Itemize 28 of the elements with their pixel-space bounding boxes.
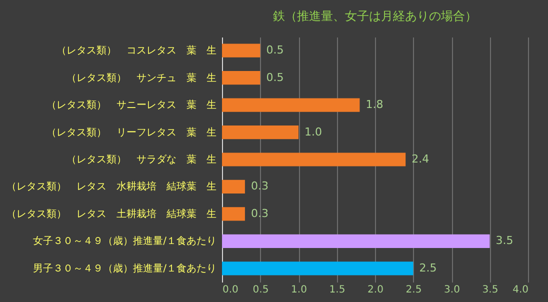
data-label: 2.4 xyxy=(412,152,430,166)
y-tick-label: （レタス類） サニーレタス 葉 生 xyxy=(46,99,216,112)
x-tick-label: 0.5 xyxy=(252,284,269,296)
x-tick-label: 2.0 xyxy=(368,284,384,296)
data-label: 0.5 xyxy=(266,44,284,57)
x-tick-label: 3.0 xyxy=(444,284,460,296)
data-label: 0.5 xyxy=(266,70,284,84)
x-tick-label: 4.0 xyxy=(512,284,528,296)
x-tick-label: 0.0 xyxy=(222,284,238,296)
data-label: 3.5 xyxy=(496,234,514,248)
data-label: 0.3 xyxy=(250,180,268,193)
y-tick-label: （レタス類） コスレタス 葉 生 xyxy=(56,44,216,57)
data-label: 2.5 xyxy=(419,261,437,274)
x-tick-label: 2.5 xyxy=(406,284,422,296)
x-tick-label: 1.0 xyxy=(291,284,307,296)
data-label: 1.0 xyxy=(304,125,322,138)
data-label: 1.8 xyxy=(366,98,384,112)
y-tick-label: 女子３０～４９（歳）推進量/１食あたり xyxy=(33,235,216,248)
data-label: 0.3 xyxy=(250,206,268,220)
y-tick-label: 男子３０～４９（歳）推進量/１食あたり xyxy=(33,262,216,274)
x-tick-label: 3.5 xyxy=(482,284,498,296)
y-tick-label: （レタス類） サラダな 葉 生 xyxy=(66,154,216,166)
chart-title: 鉄（推進量、女子は月経ありの場合） xyxy=(273,9,477,23)
y-tick-label: （レタス類） レタス 土耕栽培 結球葉 生 xyxy=(6,208,216,220)
y-tick-label: （レタス類） リーフレタス 葉 生 xyxy=(46,126,216,138)
y-tick-label: （レタス類） サンチュ 葉 生 xyxy=(66,72,216,84)
x-tick-label: 1.5 xyxy=(329,284,346,296)
y-tick-label: （レタス類） レタス 水耕栽培 結球葉 生 xyxy=(6,180,216,193)
